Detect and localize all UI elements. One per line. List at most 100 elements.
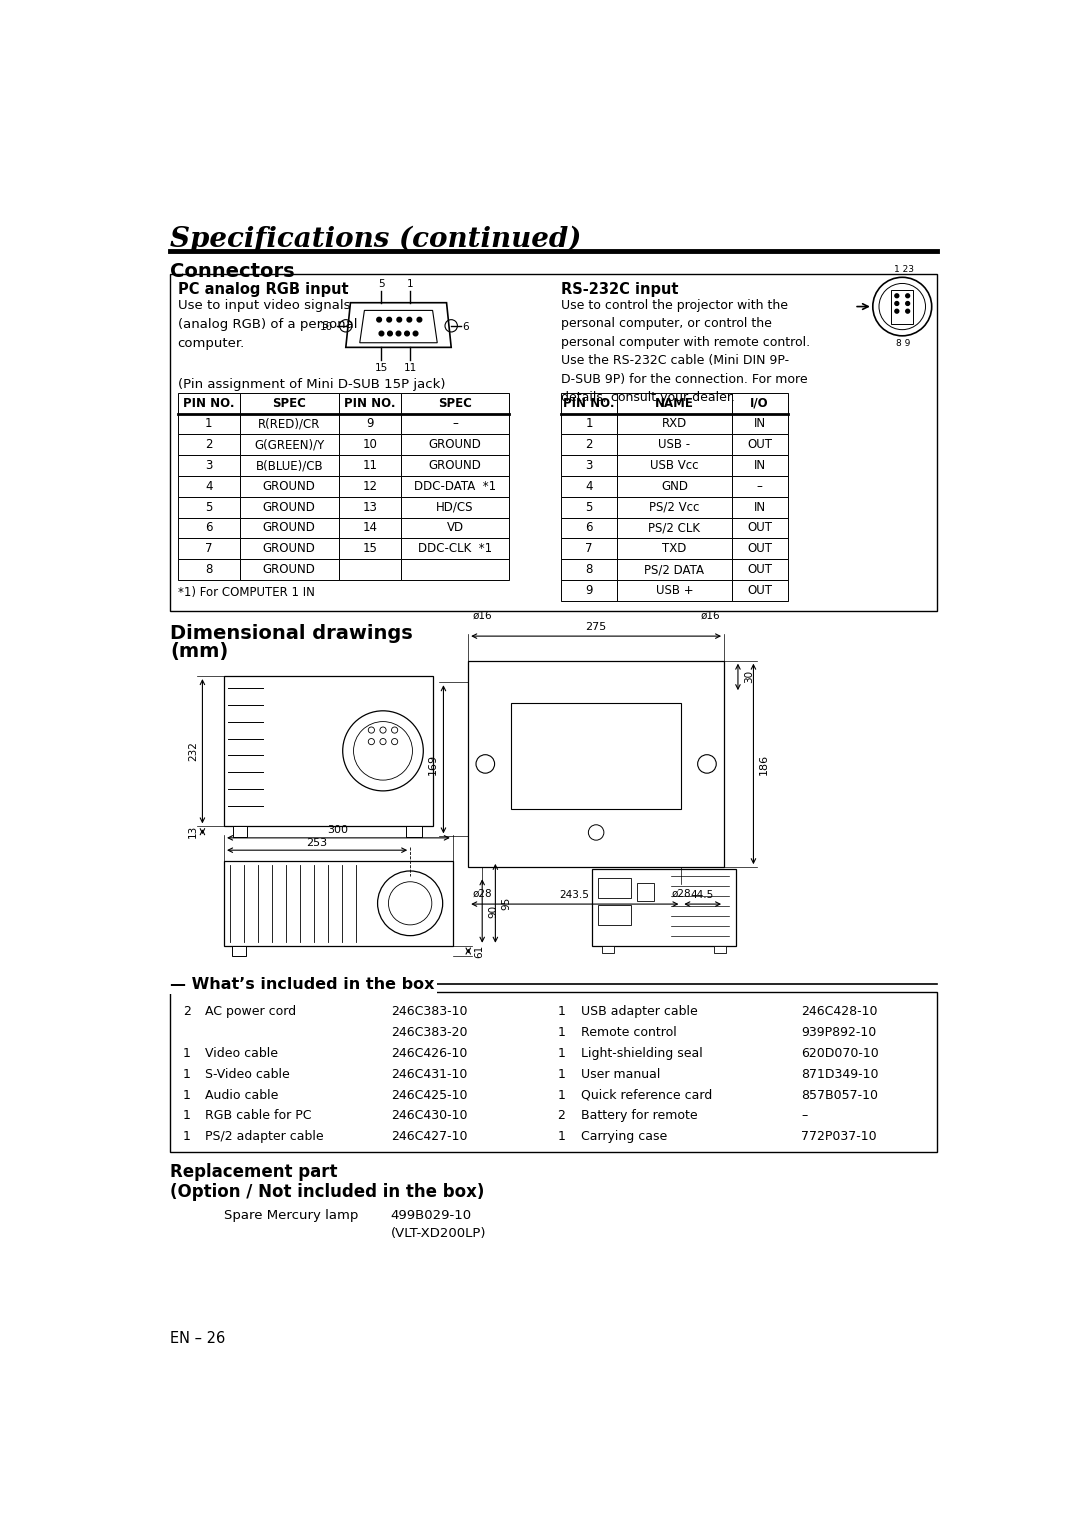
Bar bbox=[562, 455, 617, 475]
Text: 10: 10 bbox=[363, 439, 377, 451]
Text: IN: IN bbox=[754, 458, 766, 472]
Text: 5: 5 bbox=[378, 278, 384, 289]
Bar bbox=[562, 538, 617, 559]
Text: 1: 1 bbox=[557, 1047, 565, 1060]
Text: 772P037-10: 772P037-10 bbox=[801, 1131, 877, 1143]
Bar bbox=[177, 434, 240, 455]
Text: PS/2 Vcc: PS/2 Vcc bbox=[649, 501, 700, 513]
Bar bbox=[732, 538, 787, 559]
Text: 3: 3 bbox=[585, 458, 593, 472]
Bar bbox=[339, 475, 401, 497]
Text: 246C425-10: 246C425-10 bbox=[391, 1088, 468, 1102]
Bar bbox=[401, 455, 510, 475]
Bar bbox=[339, 497, 401, 518]
Text: NAME: NAME bbox=[654, 397, 693, 410]
Text: –: – bbox=[453, 417, 458, 431]
Text: 499B029-10: 499B029-10 bbox=[391, 1209, 472, 1222]
Text: PIN NO.: PIN NO. bbox=[345, 397, 395, 410]
Text: 11: 11 bbox=[362, 458, 377, 472]
Text: 275: 275 bbox=[585, 622, 607, 633]
Text: (Pin assignment of Mini D-SUB 15P jack): (Pin assignment of Mini D-SUB 15P jack) bbox=[177, 377, 445, 391]
Text: G(GREEN)/Y: G(GREEN)/Y bbox=[254, 439, 324, 451]
Bar bbox=[617, 559, 732, 581]
Bar bbox=[602, 946, 613, 953]
Text: *1) For COMPUTER 1 IN: *1) For COMPUTER 1 IN bbox=[177, 587, 314, 599]
Bar bbox=[732, 518, 787, 538]
Text: Specifications (continued): Specifications (continued) bbox=[170, 226, 581, 254]
Bar bbox=[732, 414, 787, 434]
Text: USB +: USB + bbox=[656, 584, 693, 597]
Bar bbox=[170, 992, 937, 1152]
Text: PIN NO.: PIN NO. bbox=[564, 397, 615, 410]
Circle shape bbox=[906, 301, 909, 306]
Text: B(BLUE)/CB: B(BLUE)/CB bbox=[255, 458, 323, 472]
Bar bbox=[177, 559, 240, 581]
Text: 246C383-10: 246C383-10 bbox=[391, 1005, 468, 1018]
Bar bbox=[732, 559, 787, 581]
Text: RS-232C input: RS-232C input bbox=[562, 283, 678, 296]
Text: OUT: OUT bbox=[747, 542, 772, 555]
Text: GROUND: GROUND bbox=[429, 439, 482, 451]
Bar bbox=[617, 581, 732, 601]
Text: 13: 13 bbox=[188, 825, 198, 839]
Bar bbox=[598, 905, 631, 924]
Text: 7: 7 bbox=[585, 542, 593, 555]
Text: 1: 1 bbox=[205, 417, 213, 431]
Circle shape bbox=[895, 309, 899, 313]
Bar bbox=[240, 414, 339, 434]
Circle shape bbox=[407, 318, 411, 322]
Text: PS/2 CLK: PS/2 CLK bbox=[648, 521, 701, 535]
Text: 871D349-10: 871D349-10 bbox=[801, 1068, 879, 1080]
Text: USB -: USB - bbox=[659, 439, 690, 451]
Text: USB Vcc: USB Vcc bbox=[650, 458, 699, 472]
Text: 5: 5 bbox=[205, 501, 213, 513]
Circle shape bbox=[895, 293, 899, 298]
Text: DDC-CLK  *1: DDC-CLK *1 bbox=[418, 542, 492, 555]
Text: Connectors: Connectors bbox=[170, 261, 295, 281]
Text: Audio cable: Audio cable bbox=[205, 1088, 279, 1102]
Text: 620D070-10: 620D070-10 bbox=[801, 1047, 879, 1060]
Text: 1: 1 bbox=[183, 1047, 191, 1060]
Text: 44.5: 44.5 bbox=[691, 891, 714, 900]
Bar bbox=[617, 475, 732, 497]
Bar bbox=[240, 518, 339, 538]
Bar bbox=[732, 581, 787, 601]
Text: (VLT-XD200LP): (VLT-XD200LP) bbox=[391, 1227, 486, 1241]
Text: 169: 169 bbox=[428, 753, 437, 775]
Text: Use to control the projector with the
personal computer, or control the
personal: Use to control the projector with the pe… bbox=[562, 299, 810, 405]
Text: DDC-DATA  *1: DDC-DATA *1 bbox=[414, 480, 496, 494]
Bar bbox=[562, 559, 617, 581]
Bar bbox=[598, 879, 631, 898]
Bar bbox=[637, 883, 654, 902]
Text: TXD: TXD bbox=[662, 542, 687, 555]
Bar bbox=[562, 497, 617, 518]
Text: 246C426-10: 246C426-10 bbox=[391, 1047, 468, 1060]
Text: –: – bbox=[757, 480, 762, 494]
Text: 4: 4 bbox=[205, 480, 213, 494]
Text: SPEC: SPEC bbox=[438, 397, 472, 410]
Text: GROUND: GROUND bbox=[262, 542, 315, 555]
Text: VD: VD bbox=[446, 521, 463, 535]
Text: GROUND: GROUND bbox=[262, 521, 315, 535]
Text: 2: 2 bbox=[183, 1005, 191, 1018]
Text: 2: 2 bbox=[205, 439, 213, 451]
Text: 1: 1 bbox=[407, 278, 414, 289]
Text: User manual: User manual bbox=[581, 1068, 660, 1080]
Bar bbox=[562, 393, 617, 414]
Text: 2: 2 bbox=[585, 439, 593, 451]
Bar bbox=[732, 475, 787, 497]
Text: OUT: OUT bbox=[747, 521, 772, 535]
Circle shape bbox=[397, 318, 402, 322]
Text: RXD: RXD bbox=[662, 417, 687, 431]
Text: 90: 90 bbox=[488, 905, 498, 918]
Text: OUT: OUT bbox=[747, 562, 772, 576]
Text: — What’s included in the box: — What’s included in the box bbox=[170, 976, 434, 992]
Bar bbox=[233, 827, 247, 837]
Text: 1: 1 bbox=[183, 1109, 191, 1123]
Bar bbox=[177, 455, 240, 475]
Bar bbox=[617, 455, 732, 475]
Circle shape bbox=[906, 293, 909, 298]
Text: Battery for remote: Battery for remote bbox=[581, 1109, 698, 1123]
Bar bbox=[339, 518, 401, 538]
Bar bbox=[240, 393, 339, 414]
